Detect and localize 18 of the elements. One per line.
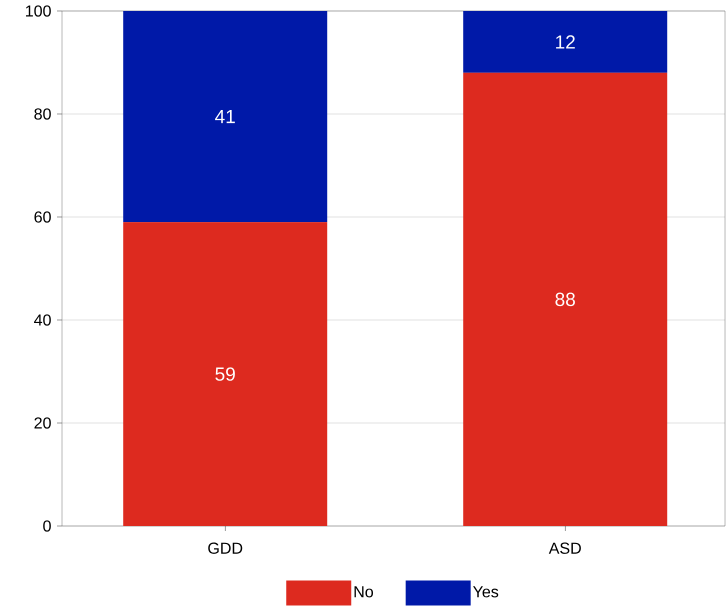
bar <box>123 222 328 526</box>
y-tick-label: 60 <box>34 211 51 223</box>
y-tick-label: 20 <box>34 417 51 429</box>
y-tick-label: 0 <box>43 520 51 532</box>
x-tick-label: GDD <box>208 542 242 554</box>
legend-label: Yes <box>473 586 498 598</box>
y-tick-label: 100 <box>26 5 51 17</box>
bar <box>463 72 668 526</box>
bar <box>463 10 668 73</box>
legend-label: No <box>354 586 374 598</box>
x-tick-label: ASD <box>548 542 581 554</box>
data-label: 12 <box>556 35 575 49</box>
y-tick-label: 40 <box>34 314 51 326</box>
data-label: 59 <box>215 367 235 381</box>
data-label: 88 <box>555 292 575 306</box>
bar <box>123 10 328 222</box>
data-label: 41 <box>215 110 235 124</box>
y-tick-label: 80 <box>34 108 51 120</box>
